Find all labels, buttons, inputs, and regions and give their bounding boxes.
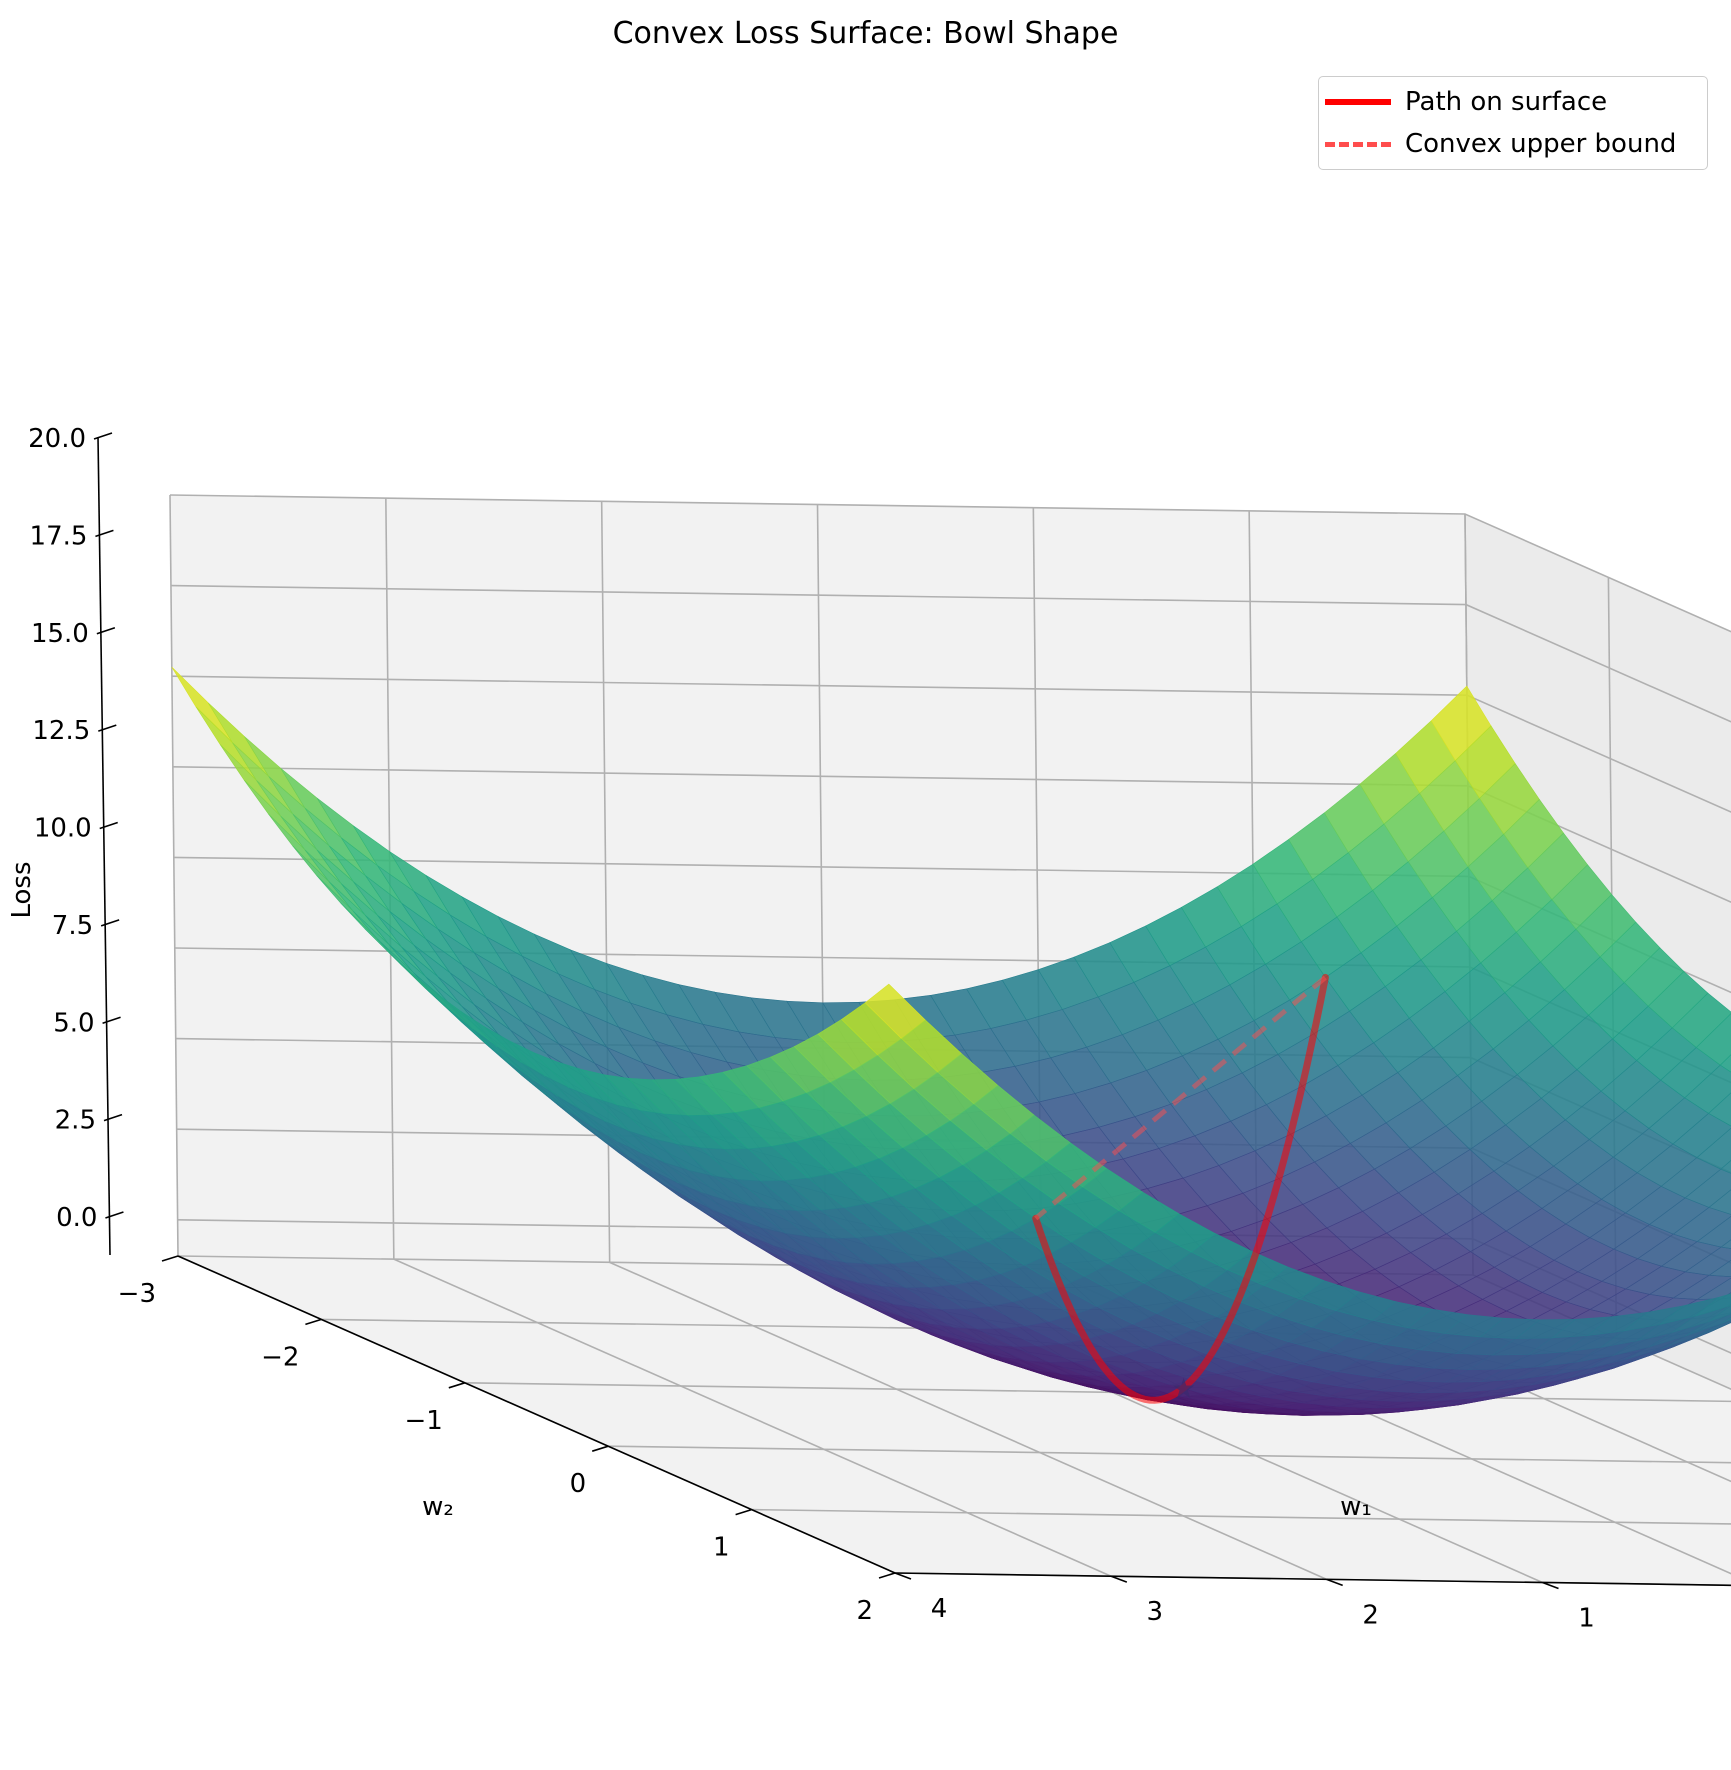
loss-surface	[171, 666, 1731, 1416]
grid-line-x-floor	[393, 1258, 1112, 1577]
surface-patch	[1708, 1259, 1731, 1277]
z-tick-mark	[99, 821, 118, 830]
y-axis-label: w₂	[422, 1492, 454, 1522]
x-tick-mark	[1110, 1575, 1128, 1583]
y-tick-label: 1	[713, 1533, 730, 1563]
legend-item-path: Path on surface	[1319, 83, 1707, 123]
x-tick-mark	[1542, 1581, 1559, 1590]
surface-patch	[1720, 1316, 1731, 1325]
grid-line-z	[170, 584, 1731, 723]
series-lines: ★	[1032, 973, 1329, 1405]
axes: 0.0 2.5 5.0 7.5 10.0 12.5 15.0 17.5 20.0 Loss −3 −2…	[7, 424, 1731, 1634]
z-tick-label: 12.5	[32, 716, 90, 746]
y-tick-mark	[305, 1318, 322, 1326]
surface-patch	[1695, 1293, 1731, 1317]
surface-patch	[1719, 1054, 1731, 1073]
y-tick-mark	[878, 1572, 896, 1579]
z-tick-mark	[103, 1113, 123, 1122]
z-tick-label: 0.0	[56, 1203, 97, 1233]
x-tick-label: 3	[1147, 1597, 1164, 1627]
y-axis-line	[177, 1255, 896, 1574]
z-tick-mark	[93, 432, 113, 440]
y-tick-mark	[735, 1508, 752, 1516]
z-tick-label: 7.5	[52, 911, 93, 941]
z-axis-line	[97, 436, 111, 1256]
surface-patch	[1720, 1160, 1731, 1174]
x-tick-label: 4	[931, 1594, 948, 1624]
z-tick-label: 20.0	[28, 424, 86, 454]
surface-patch	[1707, 1305, 1731, 1323]
z-tick-mark	[95, 529, 114, 538]
legend-label-path: Path on surface	[1405, 87, 1608, 117]
z-tick-mark	[98, 724, 117, 732]
surface-patch	[1708, 1189, 1731, 1215]
y-tick-mark	[591, 1445, 609, 1452]
y-tick-label: −1	[404, 1406, 442, 1436]
grid-line-y-floor	[608, 1445, 1731, 1464]
z-tick-label: 5.0	[53, 1008, 94, 1038]
x-tick-mark	[894, 1572, 912, 1580]
z-tick-label: 15.0	[31, 619, 89, 649]
surface-patch	[1708, 1092, 1731, 1127]
grid-line-y-floor	[751, 1508, 1731, 1525]
series-line-convex-upper-bound	[1034, 975, 1328, 1221]
x-axis-label: w₁	[1340, 1492, 1372, 1522]
y-tick-mark	[448, 1382, 466, 1389]
legend: Path on surface Convex upper bound	[1318, 76, 1708, 170]
y-tick-mark	[161, 1255, 179, 1262]
z-tick-mark	[102, 1016, 121, 1025]
legend-label-bound: Convex upper bound	[1405, 129, 1677, 159]
y-tick-label: 0	[570, 1469, 587, 1499]
surface-patch	[1720, 1239, 1731, 1249]
x-tick-mark	[1326, 1578, 1343, 1587]
z-tick-label: 17.5	[30, 521, 88, 551]
z-axis-label: Loss	[7, 861, 37, 918]
z-tick-mark	[100, 919, 120, 927]
minimum-marker: ★	[1171, 1372, 1196, 1405]
y-tick-label: −2	[261, 1342, 299, 1372]
series-line-path-on-surface	[1032, 973, 1329, 1404]
grid-line-x-wall	[169, 494, 179, 1257]
x-tick-label: 2	[1362, 1600, 1379, 1630]
y-tick-label: −3	[118, 1279, 156, 1309]
z-tick-label: 2.5	[55, 1106, 96, 1136]
legend-swatch-path	[1325, 99, 1391, 105]
z-tick-label: 10.0	[34, 814, 92, 844]
x-tick-label: 1	[1578, 1604, 1595, 1634]
grid-line-z	[169, 494, 1731, 633]
z-tick-mark	[96, 627, 116, 635]
y-tick-label: 2	[856, 1596, 873, 1626]
chart-title: Convex Loss Surface: Bowl Shape	[612, 16, 1119, 51]
z-tick-mark	[105, 1211, 124, 1219]
grid-line-x-floor	[609, 1261, 1327, 1581]
legend-swatch-bound	[1325, 142, 1391, 147]
legend-item-bound: Convex upper bound	[1319, 125, 1707, 165]
